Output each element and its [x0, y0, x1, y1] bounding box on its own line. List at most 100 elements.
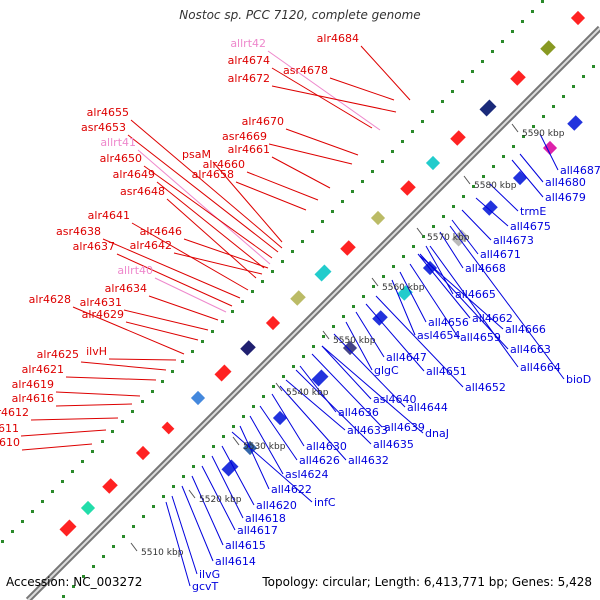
leader-alr4629	[125, 321, 199, 341]
tick-mark	[231, 310, 234, 313]
gene-label-asr4612: asr4612	[0, 406, 29, 419]
gene-label-all4652: all4652	[465, 381, 506, 394]
tick-mark	[462, 195, 465, 198]
gene-label-all4635: all4635	[373, 438, 414, 451]
gene-labels: alr4684 allrt42 alr4674 alr4672 asr4678 alr46…	[0, 32, 600, 593]
tick-mark	[102, 555, 105, 558]
tick-mark	[361, 180, 364, 183]
tick-mark	[332, 325, 335, 328]
tick-mark	[552, 105, 555, 108]
map-title: Nostoc sp. PCC 7120, complete genome	[179, 8, 421, 22]
tick-mark	[351, 190, 354, 193]
scale-label-5570-kbp: 5570 kbp	[427, 233, 470, 243]
tick-mark	[372, 285, 375, 288]
tick-mark	[131, 410, 134, 413]
gene-label-ilvh: ilvH	[86, 345, 107, 358]
gene-label-all4647: all4647	[386, 351, 427, 364]
leader-all4639	[311, 353, 383, 428]
accession-label: Accession: NC_003272	[6, 575, 143, 589]
reverse-gene-glyph	[567, 115, 583, 131]
forward-strand-features	[59, 10, 586, 537]
leader-biod	[449, 225, 565, 380]
tick-mark	[381, 160, 384, 163]
leader-all4617	[201, 465, 236, 531]
gene-label-allrt42: allrt42	[230, 37, 266, 50]
gene-label-alr4621: alr4621	[22, 363, 64, 376]
gene-label-all4622: all4622	[271, 483, 312, 496]
tick-mark	[211, 330, 214, 333]
tick-mark	[592, 65, 595, 68]
tick-mark	[501, 40, 504, 43]
scale-label-5520-kbp: 5520 kbp	[199, 495, 242, 505]
leader-all4666	[419, 255, 504, 330]
forward-gene-glyph	[59, 519, 77, 537]
leader-asr4648	[166, 198, 257, 279]
leader-all4679	[511, 159, 544, 198]
leader-gcvt	[165, 501, 191, 587]
tick-mark	[21, 520, 24, 523]
gene-label-asr4653: asr4653	[81, 121, 126, 134]
gene-label-all4665: all4665	[455, 288, 496, 301]
scale-label-5580-kbp: 5580 kbp	[474, 181, 517, 191]
scale-tick	[511, 123, 519, 133]
tick-mark	[171, 370, 174, 373]
leader-alr4658	[235, 181, 307, 211]
leader-all4665	[425, 245, 454, 295]
genome-backbone	[25, 25, 600, 600]
tick-mark	[172, 485, 175, 488]
tick-mark	[582, 75, 585, 78]
tick-mark	[321, 220, 324, 223]
leader-all4659	[409, 263, 459, 338]
leader-alr4621	[65, 376, 157, 381]
forward-gene-glyph	[314, 264, 332, 282]
tick-mark	[432, 225, 435, 228]
forward-gene-glyph	[425, 155, 441, 171]
tick-mark	[151, 390, 154, 393]
tick-mark	[512, 145, 515, 148]
gene-label-alr4646: alr4646	[140, 225, 182, 238]
tick-mark	[391, 150, 394, 153]
tick-mark	[122, 535, 125, 538]
label-leader-lines	[20, 45, 565, 587]
leader-all4673	[461, 209, 492, 241]
tick-mark	[511, 30, 514, 33]
tick-mark	[562, 95, 565, 98]
forward-gene-glyph	[400, 180, 416, 196]
tick-mark	[542, 115, 545, 118]
tick-mark	[271, 270, 274, 273]
tick-mark	[61, 480, 64, 483]
reverse-gene-glyph	[451, 229, 469, 247]
scale-labels: 5510 kbp 5520 kbp 5530 kbp 5540 kbp 5550 kbp…	[130, 123, 565, 558]
gene-label-all4626: all4626	[299, 454, 340, 467]
leader-all4675	[475, 197, 509, 227]
scale-tick	[416, 227, 424, 237]
gene-label-alr4650: alr4650	[100, 152, 142, 165]
tick-mark	[481, 60, 484, 63]
gene-label-asl4654: asl4654	[417, 329, 461, 342]
scale-tick	[130, 542, 138, 552]
leader-all4644	[333, 333, 406, 408]
leader-alr4655	[130, 119, 283, 249]
scale-label-5590-kbp: 5590 kbp	[522, 129, 565, 139]
tick-mark	[522, 135, 525, 138]
leader-glgc	[345, 321, 373, 371]
leader-all4687	[539, 133, 559, 171]
tick-mark	[472, 185, 475, 188]
tick-mark	[91, 450, 94, 453]
tick-mark	[112, 545, 115, 548]
gene-label-all4644: all4644	[407, 401, 448, 414]
tick-mark	[162, 495, 165, 498]
tick-mark	[132, 525, 135, 528]
tick-mark	[191, 350, 194, 353]
gene-label-all4614: all4614	[215, 555, 256, 568]
tick-mark	[331, 210, 334, 213]
gene-label-alr4642: alr4642	[130, 239, 172, 252]
forward-gene-glyph	[102, 478, 118, 494]
leader-all4630	[271, 393, 305, 447]
gene-label-all4620: all4620	[256, 499, 297, 512]
tick-mark	[222, 435, 225, 438]
tick-mark	[392, 265, 395, 268]
leader-alr4670	[285, 128, 359, 156]
gene-label-alr4661: alr4661	[228, 143, 270, 156]
